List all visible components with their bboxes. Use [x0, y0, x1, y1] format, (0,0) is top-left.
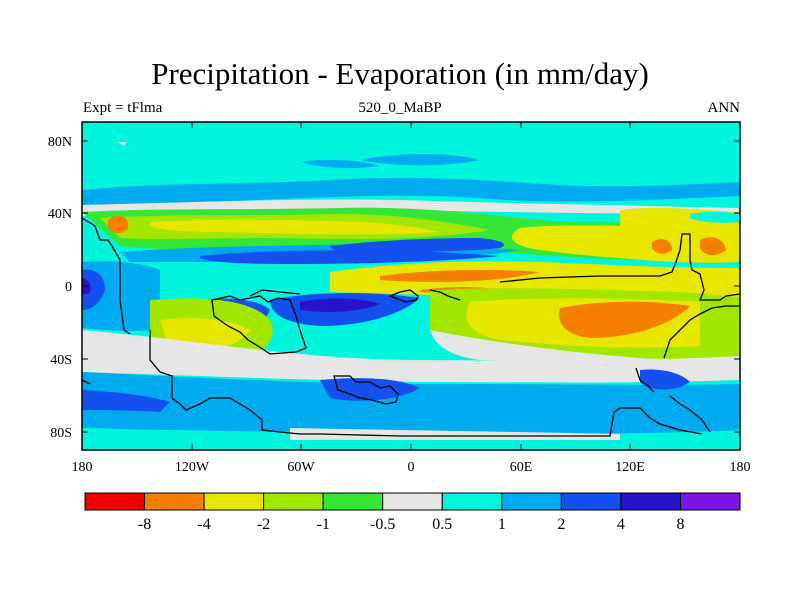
- lat-label-40s: 40S: [50, 353, 72, 368]
- colorbar-label: 0.5: [432, 516, 452, 533]
- colorbar-label: -1: [317, 516, 330, 533]
- colorbar-label: -2: [257, 516, 270, 533]
- colorbar-swatch: [620, 492, 681, 511]
- chart-title: Precipitation - Evaporation (in mm/day): [151, 56, 649, 91]
- lon-label-60e: 60E: [510, 460, 533, 475]
- colorbar-swatch: [322, 492, 384, 511]
- colorbar-swatch: [560, 492, 622, 511]
- colorbar-swatch: [441, 492, 503, 511]
- colorbar: -8 -4 -2 -1 -0.5 0.5 1 2 4 8: [84, 492, 741, 533]
- lat-label-80s: 80S: [50, 426, 72, 441]
- experiment-label: Expt = tFlma: [83, 100, 163, 116]
- colorbar-label: -8: [138, 516, 151, 533]
- colorbar-label: 8: [676, 516, 684, 533]
- lon-label-180w: 180: [72, 460, 93, 475]
- lon-label-120w: 120W: [175, 460, 210, 475]
- contour-field: [82, 122, 740, 450]
- colorbar-swatch: [203, 492, 265, 511]
- colorbar-label: 4: [617, 516, 625, 533]
- lon-label-180e: 180: [730, 460, 751, 475]
- lat-label-0: 0: [65, 280, 72, 295]
- colorbar-swatch: [84, 492, 146, 511]
- colorbar-label: 1: [498, 516, 506, 533]
- lat-label-40n: 40N: [48, 207, 72, 222]
- coastlines: [82, 217, 740, 437]
- time-label: 520_0_MaBP: [358, 100, 442, 116]
- colorbar-swatch: [501, 492, 562, 511]
- colorbar-label: 2: [557, 516, 565, 533]
- colorbar-swatch: [382, 492, 443, 511]
- colorbar-label: -4: [197, 516, 210, 533]
- lon-label-0: 0: [408, 460, 415, 475]
- lon-label-120e: 120E: [615, 460, 645, 475]
- longitude-axis: 180 120W 60W 0 60E 120E 180: [72, 122, 751, 475]
- colorbar-swatch: [144, 492, 205, 511]
- latitude-axis: 80N 40N 0 40S 80S: [48, 135, 740, 441]
- lat-label-80n: 80N: [48, 135, 72, 150]
- lon-label-60w: 60W: [287, 460, 315, 475]
- colorbar-label: -0.5: [370, 516, 395, 533]
- colorbar-swatch: [263, 492, 324, 511]
- colorbar-swatch: [679, 492, 741, 511]
- season-label: ANN: [707, 100, 741, 116]
